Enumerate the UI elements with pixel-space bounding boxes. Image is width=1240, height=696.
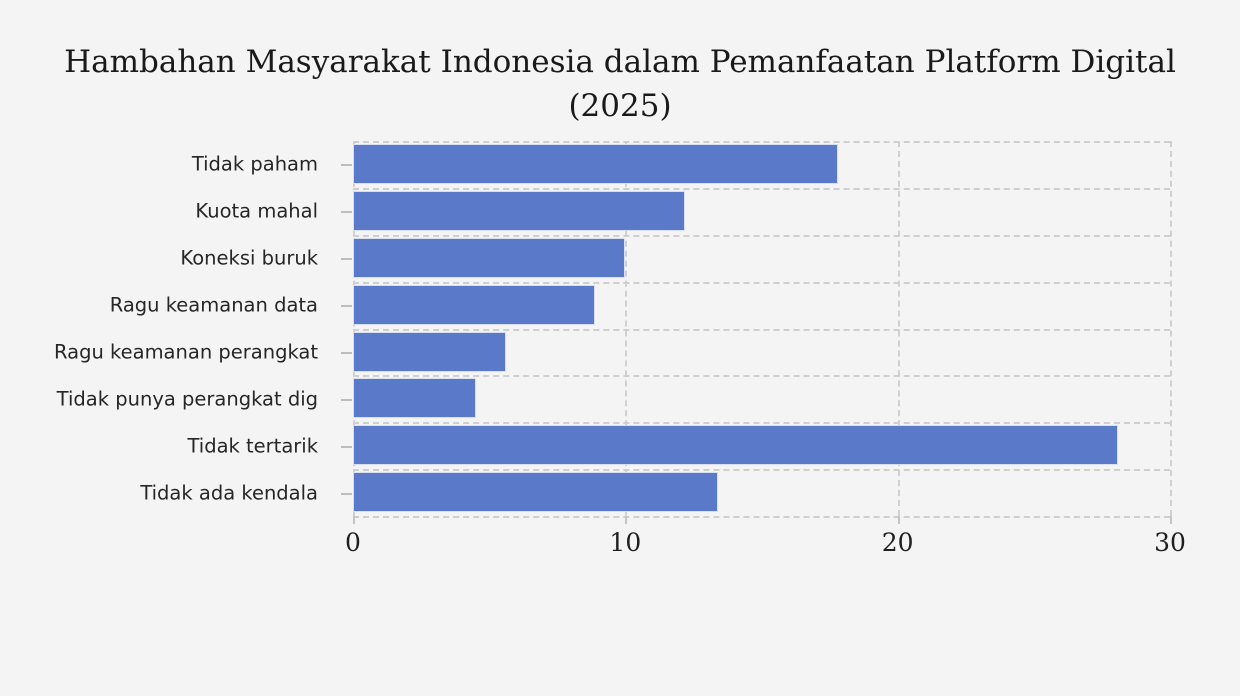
- bar[interactable]: [353, 144, 838, 184]
- bar[interactable]: [353, 284, 596, 325]
- grid-line-horizontal: [353, 422, 1170, 425]
- x-axis-tick-label: 10: [609, 528, 642, 557]
- y-axis-tick-mark: [341, 351, 352, 354]
- grid-line-horizontal: [353, 234, 1170, 237]
- grid-line-horizontal: [353, 281, 1170, 284]
- x-axis-tick-mark: [353, 516, 355, 524]
- y-axis-tick-label: Ragu keamanan data: [109, 293, 318, 317]
- y-axis-tick-label: Tidak ada kendala: [140, 481, 318, 505]
- y-axis-tick-label: Tidak paham: [191, 152, 318, 176]
- x-axis-tick-mark: [897, 516, 900, 524]
- y-axis-tick-label: Koneksi buruk: [180, 246, 318, 270]
- grid-line-horizontal: [353, 187, 1170, 190]
- x-axis-tick-label: 0: [345, 528, 361, 557]
- bar-row: [353, 422, 1170, 469]
- bar[interactable]: [353, 190, 686, 231]
- bar-row: [353, 469, 1170, 516]
- bar[interactable]: [353, 472, 718, 513]
- y-axis-tick-label: Tidak punya perangkat dig: [56, 387, 318, 411]
- y-axis-tick-mark: [341, 305, 352, 308]
- x-axis-tick-label: 30: [1154, 528, 1186, 557]
- y-axis-tick-mark: [341, 445, 352, 448]
- bar[interactable]: [353, 425, 1119, 466]
- grid-line-vertical: [625, 141, 628, 516]
- grid-line-horizontal: [353, 375, 1170, 378]
- bar[interactable]: [353, 378, 476, 419]
- plot-area: [353, 141, 1172, 518]
- y-axis-tick-mark: [341, 492, 352, 495]
- chart-title: Hambahan Masyarakat Indonesia dalam Pema…: [64, 44, 1176, 124]
- grid-line-horizontal: [353, 469, 1170, 472]
- x-axis-tick-label: 20: [881, 528, 914, 557]
- bar-row: [353, 141, 1170, 188]
- x-axis-tick-mark: [625, 516, 628, 524]
- grid-line-vertical: [353, 141, 355, 516]
- bar-row: [353, 188, 1170, 235]
- y-axis-labels: Tidak paham Kuota mahal Koneksi buruk Ragu …: [0, 141, 336, 516]
- grid-line-vertical: [1170, 141, 1172, 516]
- grid-line-horizontal: [353, 141, 1170, 143]
- y-axis-tick-mark: [341, 164, 352, 167]
- y-axis-tick-mark: [341, 258, 352, 261]
- grid-line-horizontal: [353, 516, 1170, 518]
- y-axis-tick-label: Tidak tertarik: [187, 434, 318, 458]
- grid-line-vertical: [897, 141, 900, 516]
- bars-layer: [353, 141, 1170, 516]
- y-axis-tick-label: Kuota mahal: [195, 199, 318, 223]
- y-axis-tick-label: Ragu keamanan perangkat: [54, 340, 318, 364]
- bar-row: [353, 375, 1170, 422]
- bar-row: [353, 282, 1170, 329]
- bar[interactable]: [353, 331, 506, 372]
- bar[interactable]: [353, 237, 626, 278]
- x-axis-tick-mark: [1170, 516, 1172, 524]
- bar-row: [353, 235, 1170, 282]
- y-axis-tick-mark: [341, 398, 352, 401]
- grid-line-horizontal: [353, 328, 1170, 331]
- y-axis-tick-mark: [341, 211, 352, 214]
- bar-row: [353, 329, 1170, 376]
- x-axis-labels: 0 10 20 30: [0, 528, 1240, 574]
